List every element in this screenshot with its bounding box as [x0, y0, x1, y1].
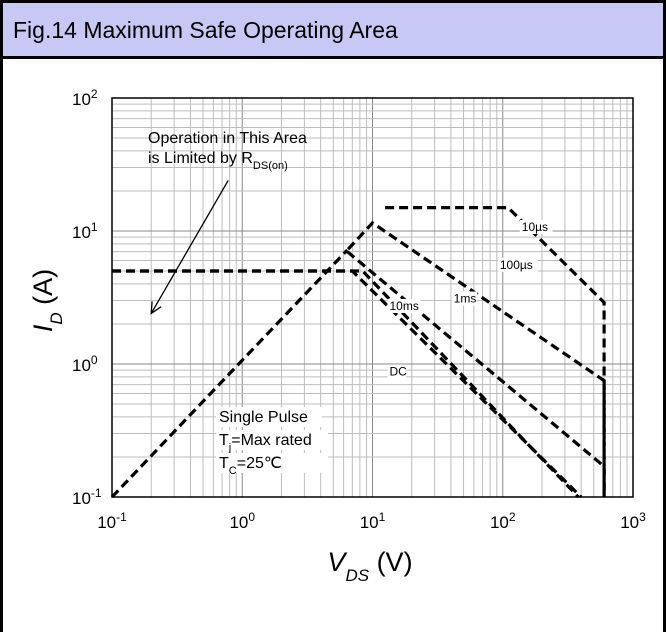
y-tick-label: 100	[72, 353, 98, 375]
series-10-s	[385, 206, 606, 497]
line-label-bg	[387, 298, 421, 313]
figure-header: Fig.14 Maximum Safe Operating Area	[0, 0, 666, 59]
condition-bg	[216, 407, 322, 427]
line-label: 10ms	[389, 299, 418, 313]
condition-bg	[216, 453, 328, 473]
region-annotation-line1: Operation in This Area	[148, 130, 307, 147]
condition-bg	[216, 430, 328, 450]
annotation-arrowhead	[150, 301, 162, 315]
x-axis-title: VDS (V)	[327, 547, 412, 585]
y-tick-label: 101	[72, 220, 98, 242]
line-label: DC	[389, 364, 407, 378]
line-label-bg	[387, 364, 406, 379]
x-tick-label: 101	[360, 510, 386, 532]
y-axis-title: ID (A)	[28, 269, 66, 332]
series-limited-by-rds-on-	[110, 248, 349, 499]
region-annotation-line2: is Limited by RDS(on)	[148, 150, 288, 172]
series-1ms	[346, 250, 606, 497]
line-label-bg	[497, 257, 538, 272]
y-tick-label: 10-1	[72, 486, 102, 508]
x-tick-label: 103	[620, 510, 646, 532]
annotation-arrow	[150, 180, 229, 314]
line-label-bg	[519, 220, 553, 234]
y-tick-label: 102	[72, 87, 98, 109]
x-tick-label: 102	[490, 510, 516, 532]
figure-title: Fig.14 Maximum Safe Operating Area	[13, 17, 398, 43]
condition-line: Tj=Max rated	[219, 432, 312, 454]
soa-chart: 10-1 100 101 102 103 10-1 100 101 102 VDS (V) ID (…	[28, 87, 646, 585]
series-100-s	[346, 220, 606, 497]
condition-line: Single Pulse	[219, 409, 308, 426]
plot-border	[111, 97, 634, 498]
line-label: 100µs	[500, 258, 533, 272]
x-tick-label: 10-1	[97, 510, 127, 532]
line-label: 10µs	[522, 220, 548, 234]
x-tick-label: 100	[229, 510, 255, 532]
condition-line: TC=25℃	[219, 455, 282, 477]
line-label: 1ms	[454, 292, 477, 306]
line-label-bg	[451, 291, 478, 306]
